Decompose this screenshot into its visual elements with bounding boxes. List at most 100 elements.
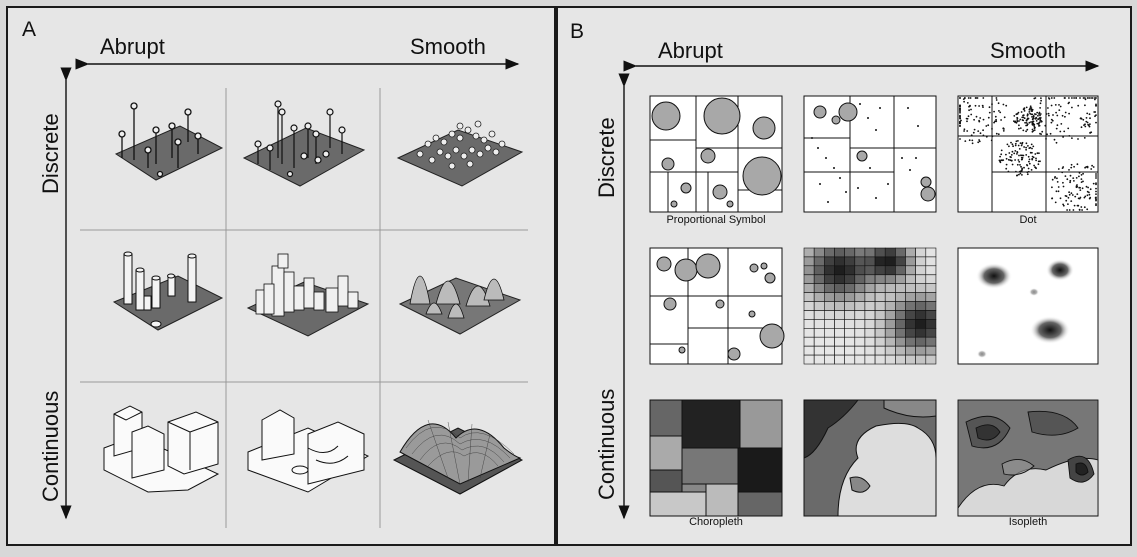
dot-mark — [959, 122, 961, 124]
grid-cell — [905, 319, 916, 329]
grid-cell — [844, 265, 856, 276]
grid-cell — [834, 265, 845, 276]
dot-mark — [966, 120, 968, 123]
grid-cell — [905, 247, 916, 258]
dot-mark — [1018, 124, 1020, 127]
grid-cell — [895, 354, 906, 365]
grid-cell — [884, 247, 896, 258]
grid-cell — [854, 274, 866, 285]
dot-mark — [1050, 97, 1053, 99]
dot-mark — [1028, 162, 1031, 165]
grid-cell — [915, 327, 927, 338]
b-dot-map — [957, 95, 1099, 213]
grid-cell — [925, 265, 937, 276]
dot-mark — [974, 104, 977, 107]
grid-cell — [823, 336, 835, 347]
dot-mark — [971, 142, 974, 145]
dot-mark — [1026, 123, 1029, 126]
dot-mark — [988, 111, 991, 114]
grid-cell — [905, 310, 916, 320]
dot-mark — [1051, 197, 1053, 200]
dot-mark — [959, 107, 961, 110]
dot-mark — [1064, 111, 1067, 114]
dot-mark — [1016, 163, 1019, 166]
dot-mark — [1051, 178, 1054, 181]
dot-mark — [1086, 121, 1089, 124]
panel-b-graphics — [618, 60, 1100, 520]
a-discrete-mid-map — [242, 100, 366, 187]
grid-cell — [874, 354, 886, 365]
dot-mark — [978, 139, 980, 141]
grid-cell — [854, 247, 866, 258]
dot-mark — [960, 119, 962, 122]
grid-cell — [823, 301, 835, 311]
grid-cell — [874, 345, 886, 356]
dot-mark — [1030, 121, 1032, 123]
dot-mark — [1021, 143, 1023, 145]
dot-mark — [1026, 113, 1029, 116]
dot-mark — [1018, 148, 1021, 150]
grid-cell — [844, 336, 856, 347]
dot-mark — [1054, 201, 1057, 204]
dot-mark — [1031, 121, 1034, 123]
dot-mark — [1028, 121, 1031, 124]
dot-mark — [1035, 157, 1037, 160]
dot-mark — [1073, 180, 1075, 182]
dot-mark — [1044, 124, 1047, 127]
dot-mark — [1016, 174, 1018, 177]
grid-cell — [823, 319, 835, 329]
dot-mark — [1037, 118, 1040, 121]
grid-cell — [864, 319, 876, 329]
dot-mark — [1070, 200, 1073, 203]
dot-mark — [1011, 143, 1014, 146]
a-discrete-smooth-map — [396, 120, 524, 187]
dot-mark — [1084, 98, 1087, 101]
dot-mark — [1020, 144, 1023, 147]
grid-cell — [834, 345, 845, 356]
grid-cell — [915, 292, 927, 302]
grid-cell — [803, 301, 815, 311]
dot-mark — [1037, 123, 1040, 125]
dot-mark — [1019, 142, 1022, 145]
dot-mark — [1002, 103, 1005, 106]
dot-mark — [964, 140, 967, 143]
dot-mark — [1053, 138, 1056, 141]
dot-mark — [1002, 130, 1005, 132]
dot-mark — [1027, 170, 1030, 173]
dot-mark — [1020, 154, 1022, 157]
dot-mark — [1084, 166, 1086, 169]
dot-mark — [1059, 197, 1062, 200]
dot-mark — [970, 108, 972, 111]
a-discrete-abrupt-map — [114, 102, 224, 181]
dot-mark — [1095, 196, 1097, 199]
dot-mark — [1022, 119, 1025, 122]
dot-mark — [959, 124, 961, 127]
dot-mark — [998, 110, 1000, 112]
dot-mark — [1078, 172, 1081, 174]
a-continuous-mid-map — [247, 409, 370, 493]
b-symbol-grid-map — [649, 247, 785, 365]
dot-mark — [1080, 181, 1083, 184]
grid-cell — [864, 345, 876, 356]
grid-cell — [905, 256, 916, 267]
dot-mark — [1039, 102, 1042, 105]
dot-mark — [1068, 209, 1071, 211]
grid-cell — [864, 256, 876, 267]
grid-cell — [895, 327, 906, 338]
dot-mark — [999, 111, 1002, 114]
b-symbol-dot-dots — [811, 103, 919, 203]
dot-mark — [1083, 206, 1086, 209]
dot-mark — [966, 117, 969, 120]
dot-mark — [1013, 120, 1015, 123]
dot-mark — [1018, 160, 1021, 163]
dot-mark — [973, 128, 976, 131]
dot-mark — [1039, 118, 1041, 120]
dot-mark — [1032, 115, 1035, 117]
grid-cell — [834, 274, 845, 285]
dot-mark — [1032, 145, 1035, 148]
grid-cell — [854, 256, 866, 267]
dot-mark — [1052, 114, 1054, 116]
b-proportional-symbol-map — [649, 95, 783, 213]
dot-mark — [1029, 107, 1032, 109]
dot-mark — [1033, 123, 1036, 126]
